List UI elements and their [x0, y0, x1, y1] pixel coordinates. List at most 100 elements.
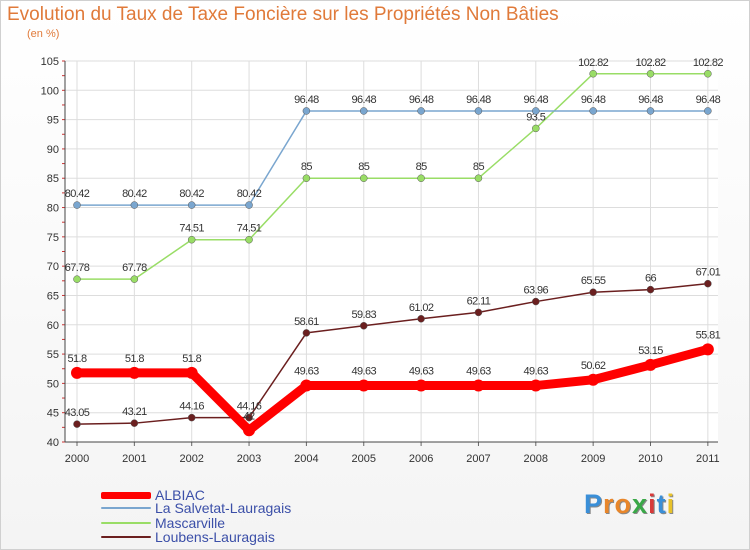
x-tick-label: 2001	[122, 453, 146, 465]
data-label: 51.8	[125, 353, 144, 365]
x-tick-label: 2009	[581, 453, 605, 465]
data-point	[360, 322, 368, 330]
data-label: 65.55	[581, 275, 606, 287]
data-label: 96.48	[638, 94, 663, 106]
data-point	[532, 124, 540, 133]
y-tick-label: 75	[47, 232, 59, 244]
y-tick-label: 95	[47, 115, 59, 127]
data-point	[701, 343, 714, 356]
data-point	[532, 107, 540, 115]
data-point	[529, 379, 542, 392]
data-label: 80.42	[65, 188, 90, 200]
data-point	[589, 107, 597, 115]
data-point	[187, 201, 196, 209]
data-label: 63.96	[524, 285, 549, 297]
y-tick-label: 50	[47, 378, 59, 390]
data-label: 59.83	[351, 309, 376, 321]
data-label: 85	[358, 161, 370, 173]
x-tick-label: 2007	[466, 453, 490, 465]
chart-title: Evolution du Taux de Taxe Foncière sur l…	[7, 4, 559, 25]
legend-label: Loubens-Lauragais	[155, 529, 275, 545]
data-label: 44.16	[179, 401, 204, 413]
x-tick-label: 2002	[179, 453, 203, 465]
data-point	[646, 285, 655, 294]
data-point	[302, 107, 311, 115]
legend-label: La Salvetat-Lauragais	[155, 500, 292, 516]
data-label: 80.42	[179, 188, 204, 200]
data-point	[128, 366, 141, 379]
data-point	[472, 379, 485, 392]
data-point	[589, 288, 597, 296]
data-point	[185, 366, 198, 379]
data-point	[417, 174, 425, 182]
data-point	[474, 308, 483, 317]
data-label: 102.82	[578, 57, 609, 69]
series-line	[76, 282, 709, 425]
data-label: 102.82	[693, 57, 724, 69]
data-label: 102.82	[635, 57, 666, 69]
data-point	[243, 424, 256, 437]
data-label: 66	[645, 273, 657, 285]
y-tick-label: 60	[47, 320, 59, 332]
data-label: 96.48	[294, 94, 319, 106]
data-point	[646, 107, 655, 115]
data-point	[417, 315, 425, 323]
data-point	[532, 297, 540, 306]
data-label: 67.78	[65, 262, 90, 274]
y-tick-label: 45	[47, 408, 59, 420]
data-point	[300, 379, 313, 392]
legend-swatch-loubens	[101, 536, 151, 538]
data-label: 74.51	[237, 223, 262, 235]
y-tick-label: 100	[41, 85, 59, 97]
data-point	[302, 329, 311, 337]
data-point	[360, 174, 368, 182]
data-point	[704, 279, 712, 288]
legend-item-mascarville: Mascarville	[101, 515, 225, 531]
data-label: 85	[416, 161, 428, 173]
data-point	[704, 70, 712, 78]
data-point	[73, 201, 81, 209]
x-tick-label: 2004	[294, 453, 318, 465]
data-label: 49.63	[409, 366, 434, 378]
data-point	[587, 373, 600, 386]
data-label: 49.63	[351, 366, 376, 378]
data-label: 85	[473, 161, 485, 173]
y-tick-label: 85	[47, 173, 59, 185]
data-label: 58.61	[294, 316, 319, 328]
data-label: 96.48	[581, 94, 606, 106]
legend-item-loubens: Loubens-Lauragais	[101, 529, 275, 545]
data-point	[245, 201, 253, 209]
data-label: 67.78	[122, 262, 147, 274]
data-label: 50.62	[581, 360, 606, 372]
data-label: 85	[301, 161, 313, 173]
data-point	[357, 379, 370, 392]
y-tick-label: 90	[47, 144, 59, 156]
y-tick-label: 80	[47, 203, 59, 215]
data-point	[360, 107, 368, 115]
data-label: 49.63	[524, 366, 549, 378]
data-label: 62.11	[467, 295, 491, 307]
data-point	[130, 275, 139, 283]
data-point	[302, 174, 311, 182]
data-point	[71, 366, 83, 379]
data-point	[187, 413, 196, 422]
data-label: 55.81	[696, 329, 721, 341]
data-point	[130, 419, 139, 427]
series-line	[76, 73, 709, 280]
data-point	[646, 70, 655, 78]
data-label: 80.42	[237, 188, 262, 200]
data-point	[130, 201, 139, 209]
legend-swatch-albiac	[101, 491, 151, 499]
data-label: 42	[244, 410, 256, 422]
data-point	[245, 413, 253, 422]
x-tick-label: 2000	[65, 453, 89, 465]
legend-label: ALBIAC	[155, 487, 205, 503]
y-tick-label: 70	[47, 261, 59, 273]
legend-item-la-salvetat: La Salvetat-Lauragais	[101, 500, 291, 516]
x-tick-label: 2010	[638, 453, 662, 465]
data-label: 43.21	[122, 406, 147, 418]
data-label: 51.8	[182, 353, 201, 365]
series-line	[76, 110, 709, 206]
